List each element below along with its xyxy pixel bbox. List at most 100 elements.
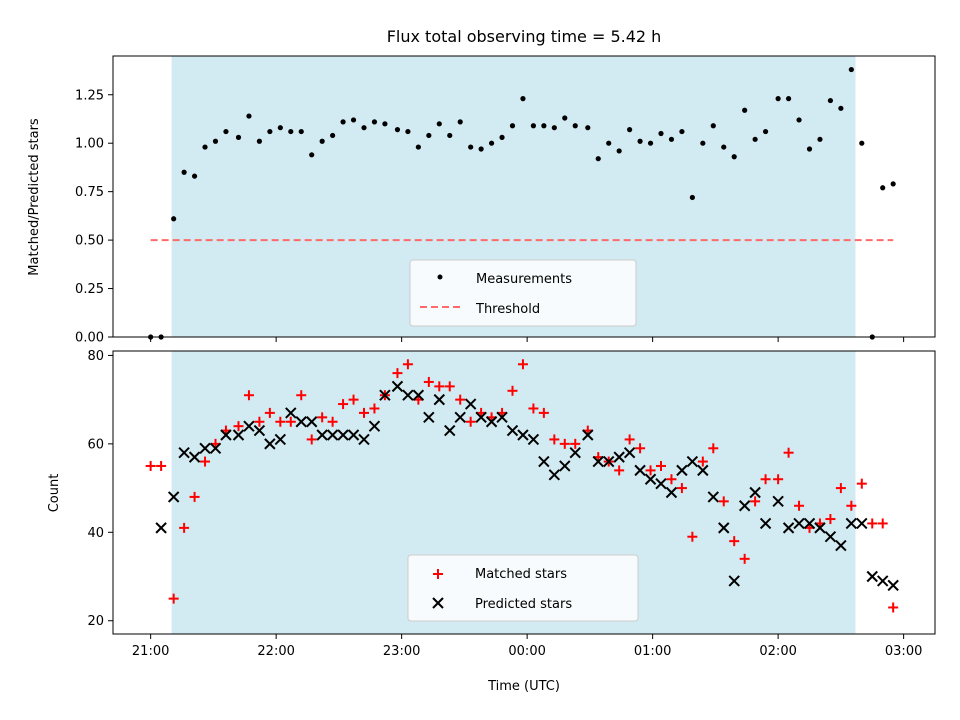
predicted-star-point — [220, 429, 232, 441]
measurement-point — [436, 121, 442, 127]
measurement-point — [796, 117, 802, 123]
measurement-point — [447, 132, 453, 139]
matched-star-point — [718, 496, 729, 507]
matched-star-point — [783, 447, 794, 458]
predicted-star-point — [199, 442, 211, 454]
measurement-point — [340, 119, 346, 125]
matched-star-point — [455, 394, 466, 405]
panel-bottom-frame — [112, 350, 936, 635]
predicted-star-point — [243, 420, 255, 432]
matched-star-point — [750, 496, 761, 507]
measurement-point — [394, 127, 401, 133]
measurement-point — [520, 96, 526, 102]
matched-star-point — [825, 514, 836, 525]
predicted-star-point — [209, 442, 222, 454]
y-tick-label: 1.00 — [75, 137, 104, 152]
predicted-star-point — [814, 522, 826, 534]
measurement-point — [361, 125, 367, 131]
x-tick-label: 21:00 — [132, 644, 169, 659]
predicted-star-point — [793, 517, 805, 530]
matched-star-point — [254, 416, 265, 427]
predicted-star-point — [232, 429, 245, 441]
predicted-star-point — [803, 517, 816, 530]
matched-star-point — [338, 399, 349, 410]
matched-star-point — [168, 593, 179, 604]
legend-predicted-label: Predicted stars — [475, 597, 572, 612]
matched-star-point — [528, 403, 539, 414]
matched-star-point — [549, 434, 560, 445]
predicted-star-point — [475, 411, 487, 424]
measurement-point — [848, 66, 854, 73]
predicted-star-point — [379, 389, 391, 401]
panel-top-x-ticks — [150, 337, 905, 342]
measurement-point — [298, 128, 304, 135]
matched-star-point — [306, 434, 317, 445]
predicted-star-point — [295, 416, 307, 428]
y-tick-label: 40 — [87, 526, 104, 541]
predicted-star-point — [728, 575, 740, 587]
predicted-star-point — [496, 411, 508, 424]
measurement-point — [689, 194, 695, 201]
measurement-point — [679, 128, 685, 135]
predicted-star-point — [402, 389, 414, 401]
measurement-point — [191, 173, 198, 179]
panel-top-y-ticks: 0.00 0.25 0.50 0.75 1.00 1.25 — [75, 88, 113, 346]
y-tick-label: 0.50 — [75, 234, 104, 249]
matched-star-point — [666, 474, 677, 485]
predicted-star-point — [856, 517, 868, 530]
predicted-star-point — [655, 477, 667, 490]
measurement-point — [499, 134, 505, 140]
predicted-star-point — [433, 393, 445, 406]
predicted-star-point — [188, 451, 201, 463]
y-tick-label: 60 — [87, 437, 104, 452]
measurement-point — [762, 128, 769, 135]
predicted-star-point — [464, 398, 477, 410]
predicted-star-point — [569, 446, 581, 459]
measurement-point — [530, 123, 537, 129]
predicted-stars-points — [155, 380, 899, 592]
matched-star-point — [856, 478, 867, 489]
matched-star-point — [179, 522, 190, 533]
panel-top-legend: Measurements Threshold — [409, 259, 637, 327]
predicted-star-point — [358, 433, 370, 446]
matched-star-point — [877, 518, 888, 529]
measurement-point — [700, 140, 706, 146]
matched-star-point — [687, 531, 698, 542]
matched-star-point — [434, 381, 445, 392]
predicted-star-point — [824, 531, 837, 543]
matched-star-point — [645, 465, 656, 476]
matched-star-point — [624, 434, 635, 445]
measurement-point — [202, 144, 208, 150]
matched-star-point — [760, 474, 771, 485]
predicted-star-point — [178, 446, 190, 459]
panel-bottom: 20 40 60 80 21:00 22:00 23:00 00:00 01:00 02:00 0… — [47, 349, 936, 659]
measurement-point — [371, 119, 378, 125]
matched-star-point — [697, 456, 708, 467]
predicted-star-point — [368, 420, 381, 432]
matched-star-point — [317, 412, 328, 423]
matched-star-point — [423, 376, 434, 387]
legend-matched-label: Matched stars — [475, 567, 567, 582]
measurement-point — [319, 138, 325, 144]
matched-star-point — [867, 518, 878, 529]
measurement-point — [288, 128, 294, 135]
x-tick-label: 23:00 — [383, 644, 420, 659]
matched-star-point — [358, 407, 369, 418]
matched-star-point — [444, 381, 455, 392]
predicted-star-point — [167, 491, 180, 503]
predicted-star-point — [686, 455, 699, 468]
predicted-star-point — [749, 486, 761, 499]
panel-bottom-y-ticks: 20 40 60 80 — [87, 349, 113, 629]
measurement-point — [267, 128, 273, 135]
predicted-star-point — [866, 570, 878, 583]
panel-top-frame — [112, 55, 936, 338]
matched-star-point — [369, 403, 380, 414]
predicted-star-point — [582, 429, 594, 441]
measurement-point — [606, 140, 612, 146]
measurement-point — [541, 123, 547, 129]
predicted-star-point — [644, 473, 657, 485]
measurement-point — [721, 144, 727, 150]
measurement-point — [562, 115, 568, 121]
matched-star-point — [156, 460, 167, 471]
